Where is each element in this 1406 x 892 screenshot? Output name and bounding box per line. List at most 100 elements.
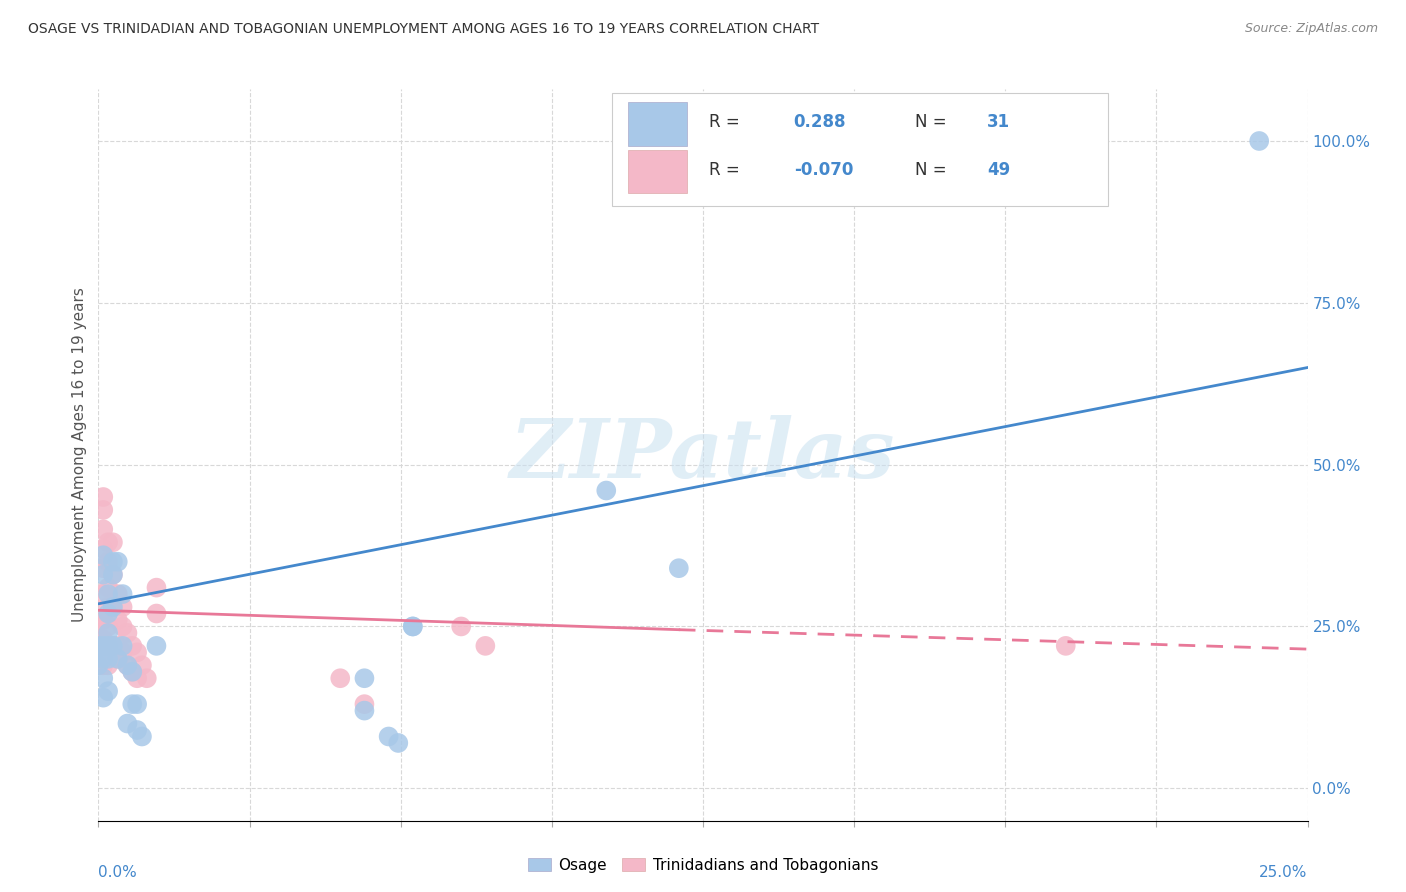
Point <box>135 671 157 685</box>
Point <box>97 581 120 595</box>
Point <box>121 665 143 679</box>
Point <box>101 600 124 615</box>
Point <box>91 613 114 627</box>
Point <box>387 736 409 750</box>
Point <box>91 503 114 517</box>
Point <box>101 600 124 615</box>
Point <box>450 619 472 633</box>
Point <box>117 626 139 640</box>
Point <box>127 723 149 737</box>
Point <box>87 613 110 627</box>
Point <box>474 639 496 653</box>
Point <box>91 567 114 582</box>
Point <box>91 645 114 659</box>
Text: 0.0%: 0.0% <box>98 864 138 880</box>
Point <box>107 613 129 627</box>
Point <box>131 658 153 673</box>
Legend: Osage, Trinidadians and Tobagonians: Osage, Trinidadians and Tobagonians <box>522 852 884 879</box>
Point <box>97 684 120 698</box>
FancyBboxPatch shape <box>628 150 688 193</box>
Point <box>91 587 114 601</box>
Point <box>87 645 110 659</box>
Point <box>1054 639 1077 653</box>
Point <box>117 716 139 731</box>
Text: R =: R = <box>709 161 740 178</box>
Point <box>97 658 120 673</box>
Point <box>101 567 124 582</box>
Text: OSAGE VS TRINIDADIAN AND TOBAGONIAN UNEMPLOYMENT AMONG AGES 16 TO 19 YEARS CORRE: OSAGE VS TRINIDADIAN AND TOBAGONIAN UNEM… <box>28 22 820 37</box>
Point <box>87 658 110 673</box>
Point <box>97 626 120 640</box>
Point <box>127 645 149 659</box>
Point <box>668 561 690 575</box>
Point <box>1249 134 1271 148</box>
Point <box>121 639 143 653</box>
Point <box>91 652 114 666</box>
Point <box>97 600 120 615</box>
Point <box>91 639 114 653</box>
Point <box>91 671 114 685</box>
Point <box>97 639 120 653</box>
Point <box>402 619 425 633</box>
Point <box>97 555 120 569</box>
Point <box>145 581 167 595</box>
Point <box>145 639 167 653</box>
Point <box>111 587 134 601</box>
Text: R =: R = <box>709 113 740 131</box>
Point <box>595 483 617 498</box>
Point <box>329 671 352 685</box>
Point <box>91 658 114 673</box>
Point <box>117 658 139 673</box>
Point <box>101 639 124 653</box>
Point <box>87 658 110 673</box>
Point <box>107 587 129 601</box>
Point <box>97 535 120 549</box>
Point <box>91 522 114 536</box>
Point <box>91 490 114 504</box>
FancyBboxPatch shape <box>628 103 688 145</box>
Point <box>91 541 114 556</box>
Point <box>121 697 143 711</box>
Y-axis label: Unemployment Among Ages 16 to 19 years: Unemployment Among Ages 16 to 19 years <box>72 287 87 623</box>
Point <box>107 555 129 569</box>
Point <box>107 652 129 666</box>
Point <box>353 697 375 711</box>
Point <box>121 665 143 679</box>
Point <box>91 548 114 562</box>
Point <box>91 632 114 647</box>
Point <box>127 671 149 685</box>
Point <box>101 555 124 569</box>
Point <box>97 619 120 633</box>
Point <box>87 639 110 653</box>
Point <box>131 730 153 744</box>
Point <box>127 697 149 711</box>
Point <box>402 619 425 633</box>
Point <box>107 639 129 653</box>
Text: 49: 49 <box>987 161 1011 178</box>
Point <box>117 658 139 673</box>
Text: 31: 31 <box>987 113 1011 131</box>
Point <box>91 561 114 575</box>
Point <box>353 671 375 685</box>
Point <box>97 639 120 653</box>
Point <box>145 607 167 621</box>
Point <box>111 600 134 615</box>
Point <box>91 690 114 705</box>
Text: Source: ZipAtlas.com: Source: ZipAtlas.com <box>1244 22 1378 36</box>
Point <box>97 652 120 666</box>
Point <box>101 535 124 549</box>
Point <box>353 704 375 718</box>
Text: N =: N = <box>915 161 946 178</box>
Point <box>101 639 124 653</box>
Point <box>101 567 124 582</box>
Text: ZIPatlas: ZIPatlas <box>510 415 896 495</box>
Text: 0.288: 0.288 <box>793 113 846 131</box>
FancyBboxPatch shape <box>613 93 1108 206</box>
Point <box>377 730 399 744</box>
Point <box>97 607 120 621</box>
Text: 25.0%: 25.0% <box>1260 864 1308 880</box>
Text: -0.070: -0.070 <box>793 161 853 178</box>
Point <box>97 587 120 601</box>
Point <box>111 645 134 659</box>
Point <box>107 652 129 666</box>
